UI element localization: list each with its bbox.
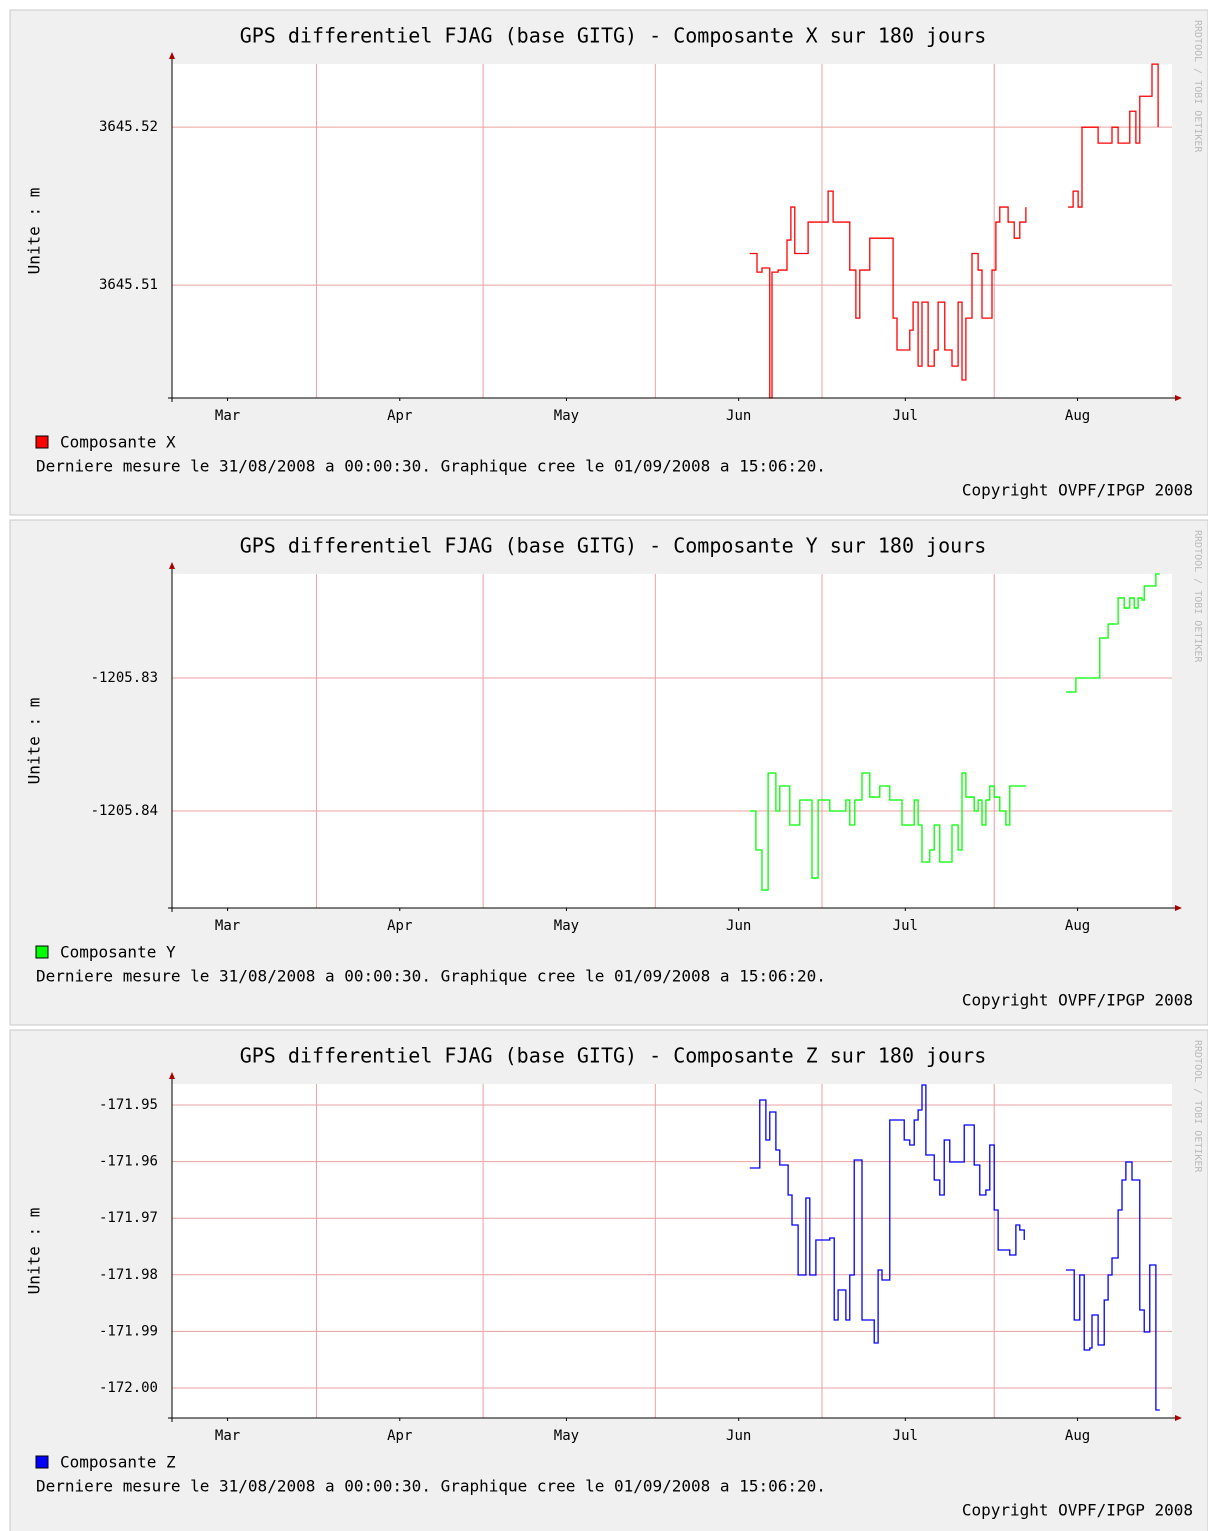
legend-label: Composante Z <box>60 1453 176 1472</box>
x-tick-label: Apr <box>387 408 412 424</box>
chart-panel: GPS differentiel FJAG (base GITG) - Comp… <box>9 519 1208 1026</box>
x-tick-label: Jun <box>726 918 751 934</box>
copyright: Copyright OVPF/IPGP 2008 <box>962 1501 1193 1520</box>
data-line <box>749 190 1027 399</box>
chart-panel: GPS differentiel FJAG (base GITG) - Comp… <box>9 9 1208 516</box>
x-tick-label: Jul <box>893 1428 918 1444</box>
y-axis-label: Unite : m <box>25 188 44 275</box>
legend-swatch <box>35 435 49 449</box>
data-line <box>1068 63 1159 208</box>
x-tick-label: Apr <box>387 918 412 934</box>
chart-title: GPS differentiel FJAG (base GITG) - Comp… <box>240 534 987 558</box>
x-tick-label: Jul <box>893 918 918 934</box>
y-axis-label: Unite : m <box>25 1208 44 1295</box>
copyright: Copyright OVPF/IPGP 2008 <box>962 991 1193 1010</box>
x-tick-label: Mar <box>215 408 240 424</box>
data-line <box>749 772 1026 891</box>
x-axis-arrow <box>1175 1415 1182 1421</box>
plot-area <box>172 1084 1172 1418</box>
y-tick-label: -1205.84 <box>91 803 158 819</box>
y-tick-label: -171.98 <box>99 1267 158 1283</box>
watermark: RRDTOOL / TOBI OETIKER <box>1192 1040 1203 1173</box>
data-line <box>1065 573 1160 693</box>
y-tick-label: -171.95 <box>99 1097 158 1113</box>
y-tick-label: -1205.83 <box>91 670 158 686</box>
y-tick-label: -171.99 <box>99 1323 158 1339</box>
x-tick-label: May <box>554 1428 579 1444</box>
y-axis-label: Unite : m <box>25 698 44 785</box>
legend-label: Composante Y <box>60 943 176 962</box>
x-tick-label: Aug <box>1065 408 1090 424</box>
x-tick-label: May <box>554 918 579 934</box>
y-tick-label: 3645.52 <box>99 119 158 135</box>
y-tick-label: -171.97 <box>99 1210 158 1226</box>
x-tick-label: Jun <box>726 408 751 424</box>
y-tick-label: 3645.51 <box>99 277 158 293</box>
x-axis-arrow <box>1175 905 1182 911</box>
watermark: RRDTOOL / TOBI OETIKER <box>1192 530 1203 663</box>
y-tick-label: -172.00 <box>99 1380 158 1396</box>
data-line <box>749 1084 1025 1344</box>
footer-note: Derniere mesure le 31/08/2008 a 00:00:30… <box>36 967 826 986</box>
x-tick-label: Mar <box>215 1428 240 1444</box>
chart-panel: GPS differentiel FJAG (base GITG) - Comp… <box>9 1029 1208 1531</box>
plot-area <box>172 574 1172 908</box>
x-tick-label: Aug <box>1065 918 1090 934</box>
chart-title: GPS differentiel FJAG (base GITG) - Comp… <box>240 24 987 48</box>
y-axis-arrow <box>169 562 175 569</box>
x-tick-label: Aug <box>1065 1428 1090 1444</box>
copyright: Copyright OVPF/IPGP 2008 <box>962 481 1193 500</box>
watermark: RRDTOOL / TOBI OETIKER <box>1192 20 1203 153</box>
legend-swatch <box>35 1455 49 1469</box>
x-tick-label: Apr <box>387 1428 412 1444</box>
y-axis-arrow <box>169 52 175 59</box>
x-tick-label: Jul <box>893 408 918 424</box>
footer-note: Derniere mesure le 31/08/2008 a 00:00:30… <box>36 1477 826 1496</box>
y-axis-arrow <box>169 1072 175 1079</box>
y-tick-label: -171.96 <box>99 1154 158 1170</box>
data-line <box>1065 1161 1160 1411</box>
x-axis-arrow <box>1175 395 1182 401</box>
legend-label: Composante X <box>60 433 176 452</box>
plot-area <box>172 64 1172 398</box>
x-tick-label: May <box>554 408 579 424</box>
chart-title: GPS differentiel FJAG (base GITG) - Comp… <box>240 1044 987 1068</box>
footer-note: Derniere mesure le 31/08/2008 a 00:00:30… <box>36 457 826 476</box>
x-tick-label: Mar <box>215 918 240 934</box>
x-tick-label: Jun <box>726 1428 751 1444</box>
legend-swatch <box>35 945 49 959</box>
